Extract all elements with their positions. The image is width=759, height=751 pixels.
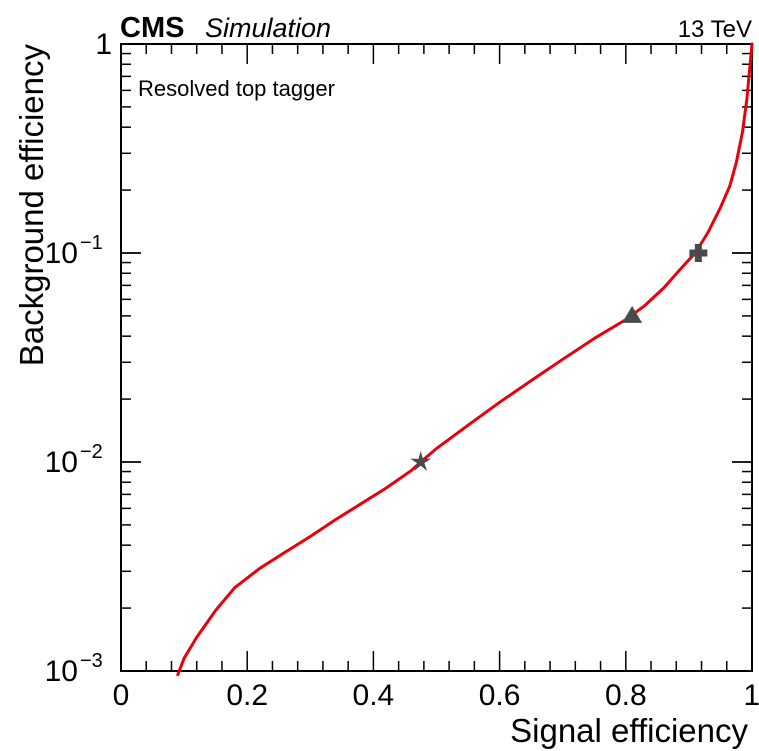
y-tick-exponent: −3: [80, 650, 103, 672]
simulation-label: Simulation: [205, 13, 331, 43]
x-axis-title: Signal efficiency: [510, 712, 748, 749]
star-marker: [410, 451, 432, 471]
x-tick-label: 0.2: [226, 679, 268, 712]
energy-label: 13 TeV: [678, 16, 752, 43]
x-tick-label: 0: [113, 679, 130, 712]
cross-marker: [689, 244, 708, 262]
curve-layer: [176, 42, 754, 677]
cms-label: CMS: [120, 12, 184, 44]
x-tick-label: 0.4: [353, 679, 395, 712]
y-axis-title: Background efficiency: [13, 44, 50, 367]
plot-frame: [120, 43, 753, 672]
working-point-markers: [410, 244, 708, 471]
x-tick-labels: 0 0.2 0.4 0.6 0.8 1: [113, 679, 759, 712]
y-tick-label: 10: [45, 237, 78, 270]
x-tick-label: 0.6: [479, 679, 521, 712]
y-tick-labels: 110−110−210−3: [45, 28, 112, 688]
axis-ticks: [120, 43, 753, 672]
y-tick-label: 10: [45, 446, 78, 479]
triangle-marker: [622, 305, 643, 323]
roc-curve: [176, 42, 754, 677]
y-tick-label: 10: [45, 655, 78, 688]
y-tick-label: 1: [95, 28, 112, 61]
x-tick-label: 1: [743, 679, 759, 712]
x-tick-label: 0.8: [605, 679, 647, 712]
y-tick-exponent: −2: [80, 441, 103, 463]
y-tick-exponent: −1: [80, 232, 103, 254]
tagger-annotation: Resolved top tagger: [138, 76, 335, 101]
